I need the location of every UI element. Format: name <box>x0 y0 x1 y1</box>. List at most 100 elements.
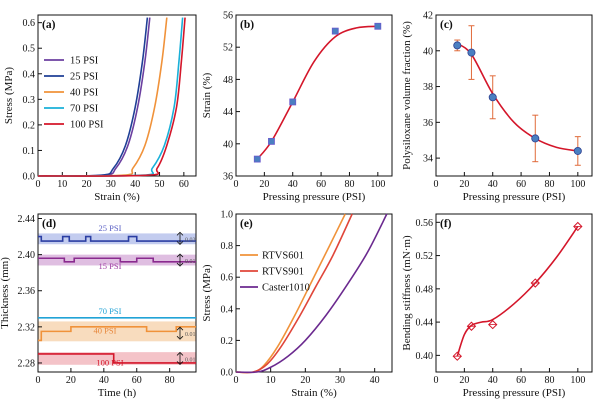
x-tick-label: 40 <box>488 375 498 386</box>
x-tick-label: 10 <box>57 179 67 190</box>
y-tick-label: 0.5 <box>23 44 36 55</box>
y-tick-label: 42 <box>423 11 433 22</box>
x-tick-label: 0 <box>234 375 239 386</box>
data-point <box>467 48 476 57</box>
series-line <box>235 213 388 374</box>
y-tick-label: 2.32 <box>18 322 36 333</box>
panel-label: (d) <box>42 218 56 230</box>
y-tick-label: 0.56 <box>416 218 434 229</box>
plot-frame <box>435 213 593 373</box>
x-tick-label: 20 <box>459 375 469 386</box>
y-tick-label: 44 <box>223 107 233 118</box>
y-tick-label: 0.40 <box>416 351 434 362</box>
legend-entry: 15 PSI <box>70 56 99 67</box>
y-tick-label: 0.52 <box>416 251 434 262</box>
x-tick-label: 20 <box>259 179 269 190</box>
y-tick-label: 40 <box>223 139 233 150</box>
x-tick-label: 0 <box>434 375 439 386</box>
x-tick-label: 20 <box>300 375 310 386</box>
x-tick-label: 80 <box>544 375 554 386</box>
plot-frame <box>37 14 197 177</box>
x-tick-label: 40 <box>370 375 380 386</box>
y-axis-label: Stress (MPa) <box>201 264 213 321</box>
y-tick-label: 0.4 <box>23 69 36 80</box>
range-annotation: 0.01 <box>185 332 196 338</box>
range-arrow-head <box>176 351 184 366</box>
y-tick-label: 0.1 <box>23 146 36 157</box>
x-tick-label: 100 <box>570 179 585 190</box>
series-line <box>37 17 184 177</box>
series-label: 100 PSI <box>96 358 123 368</box>
range-annotation: 0.03 <box>185 237 196 243</box>
data-point <box>289 98 297 106</box>
x-axis-label: Strain (%) <box>94 191 140 203</box>
x-tick-label: 20 <box>66 375 76 386</box>
y-tick-label: 36 <box>423 118 433 129</box>
range-arrow-head <box>176 253 184 267</box>
series-label: 15 PSI <box>99 261 122 271</box>
y-tick-label: 52 <box>223 43 233 54</box>
plot-frame <box>37 213 197 373</box>
y-axis-label: Bending stiffness (mN·m) <box>401 235 413 351</box>
x-tick-label: 60 <box>316 179 326 190</box>
x-tick-label: 40 <box>488 179 498 190</box>
x-tick-label: 20 <box>459 179 469 190</box>
y-tick-label: 1.0 <box>221 210 234 221</box>
band-1 <box>38 254 196 266</box>
x-tick-label: 40 <box>130 179 140 190</box>
x-tick-label: 100 <box>370 179 385 190</box>
y-tick-label: 0.2 <box>23 120 36 131</box>
x-tick-label: 30 <box>106 179 116 190</box>
y-axis-label: Strain (%) <box>201 72 213 118</box>
y-tick-label: 36 <box>223 172 233 183</box>
y-tick-label: 0.2 <box>221 336 234 347</box>
series-line <box>37 17 186 177</box>
x-tick-label: 80 <box>344 179 354 190</box>
x-axis-label: Pressing pressure (PSI) <box>463 191 566 203</box>
y-axis-label: Stress (MPa) <box>3 67 15 124</box>
legend-entry: 100 PSI <box>70 120 104 131</box>
panel-label: (c) <box>440 19 453 31</box>
y-tick-label: 0.44 <box>416 318 434 329</box>
y-tick-label: 48 <box>223 75 233 86</box>
series-label: 40 PSI <box>94 326 117 336</box>
data-point <box>531 134 540 143</box>
panel-label: (e) <box>240 218 253 230</box>
y-tick-label: 0.6 <box>23 18 36 29</box>
data-point <box>331 27 339 35</box>
x-tick-label: 60 <box>516 179 526 190</box>
panel-f: 0 20 40 60 80 100 0.40 0.44 0.48 0.52 0.56 Pressing… <box>401 213 593 399</box>
y-tick-label: 0.0 <box>23 172 36 183</box>
series-line <box>456 42 578 152</box>
y-tick-label: 0.48 <box>416 284 434 295</box>
band-4 <box>38 352 196 365</box>
x-tick-label: 0 <box>36 375 41 386</box>
panel-b: 0 20 40 60 80 100 36 40 44 48 52 56 Pressing pressur… <box>201 11 393 203</box>
series-line <box>38 353 196 364</box>
y-tick-label: 38 <box>423 82 433 93</box>
x-tick-label: 40 <box>99 375 109 386</box>
panel-label: (a) <box>42 19 56 31</box>
legend-entry: RTVS601 <box>262 251 304 262</box>
data-point <box>453 41 462 50</box>
x-axis-label: Time (h) <box>98 387 137 399</box>
x-tick-label: 0 <box>36 179 41 190</box>
legend-entry: Caster1010 <box>262 283 310 294</box>
panel-d: 0 20 40 60 80 2.28 2.32 2.36 2.40 2.44 Time (h) Thi… <box>0 213 197 399</box>
x-tick-label: 60 <box>179 179 189 190</box>
y-tick-label: 2.44 <box>18 214 36 225</box>
range-arrow-head <box>176 231 184 245</box>
series-label: 25 PSI <box>99 223 122 233</box>
series-line <box>38 235 196 242</box>
series-line <box>256 25 378 160</box>
series-line <box>38 326 196 342</box>
band-0 <box>38 233 196 245</box>
x-tick-label: 80 <box>165 375 175 386</box>
data-point <box>488 319 498 330</box>
range-annotation: 0.01 <box>185 259 196 265</box>
x-tick-label: 60 <box>516 375 526 386</box>
panel-e: 0 10 20 30 40 0.0 0.2 0.4 0.6 0.8 1.0 Strain (%) Str… <box>201 210 393 399</box>
y-axis-label: Thickness (mm) <box>0 257 11 329</box>
panel-label: (f) <box>440 218 452 230</box>
